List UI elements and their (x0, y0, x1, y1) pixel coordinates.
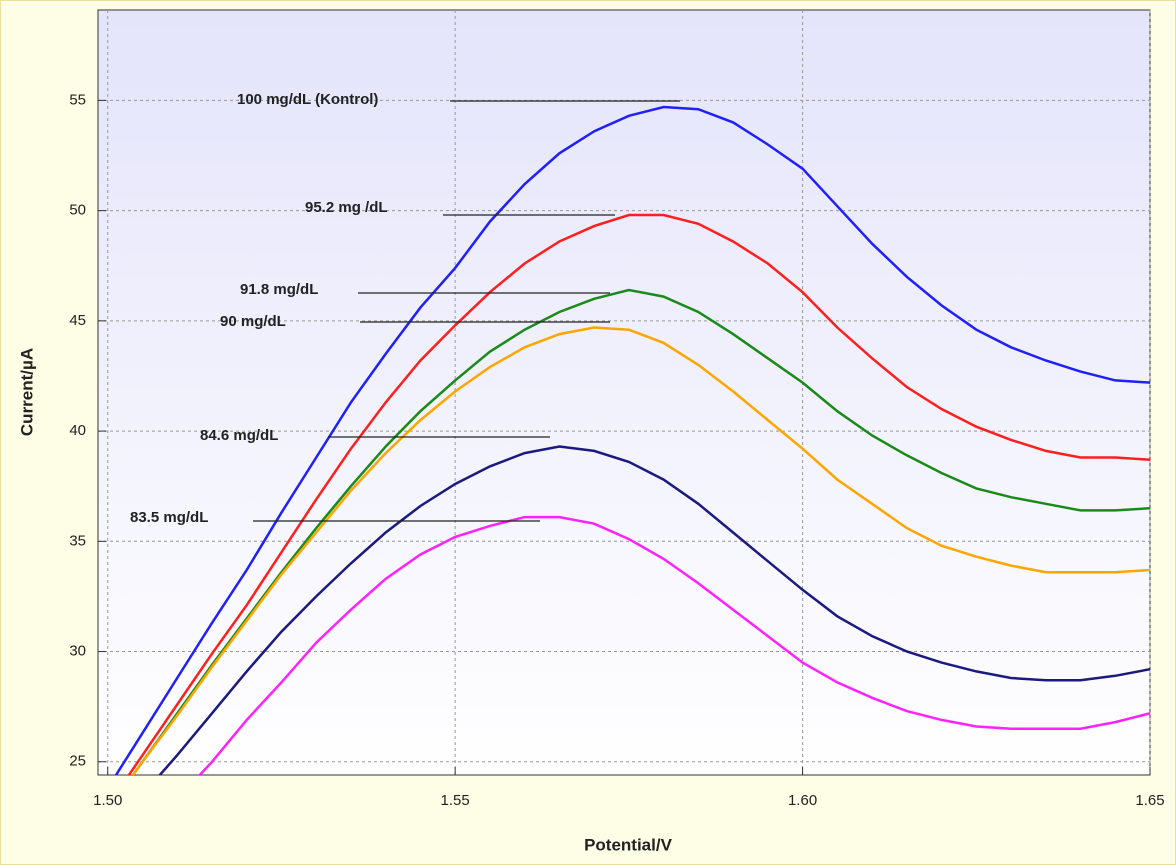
series-label: 95.2 mg /dL (305, 199, 388, 216)
series-line (114, 105, 1150, 775)
y-tick-label: 55 (69, 91, 86, 108)
series-line (131, 326, 1150, 775)
y-tick-label: 40 (69, 422, 86, 439)
y-axis-label: Current/µA (17, 348, 36, 436)
series-line (127, 213, 1150, 775)
series-label: 84.6 mg/dL (200, 427, 278, 444)
series-label: 91.8 mg/dL (240, 281, 318, 298)
series-label: 100 mg/dL (Kontrol) (237, 91, 378, 108)
y-tick-label: 35 (69, 532, 86, 549)
series-group (114, 105, 1150, 775)
x-tick-label: 1.65 (1135, 792, 1164, 809)
x-axis-label: Potential/V (584, 835, 673, 854)
series-line (198, 515, 1150, 775)
y-tick-label: 30 (69, 643, 86, 660)
x-tick-label: 1.55 (441, 792, 470, 809)
series-line (158, 445, 1150, 775)
y-tick-label: 25 (69, 753, 86, 770)
y-tick-label: 45 (69, 312, 86, 329)
series-label: 83.5 mg/dL (130, 509, 208, 526)
y-tick-label: 50 (69, 202, 86, 219)
x-tick-label: 1.60 (788, 792, 817, 809)
x-tick-label: 1.50 (93, 792, 122, 809)
series-label: 90 mg/dL (220, 313, 286, 330)
plot-area (97, 9, 1151, 776)
series-line (131, 288, 1150, 775)
